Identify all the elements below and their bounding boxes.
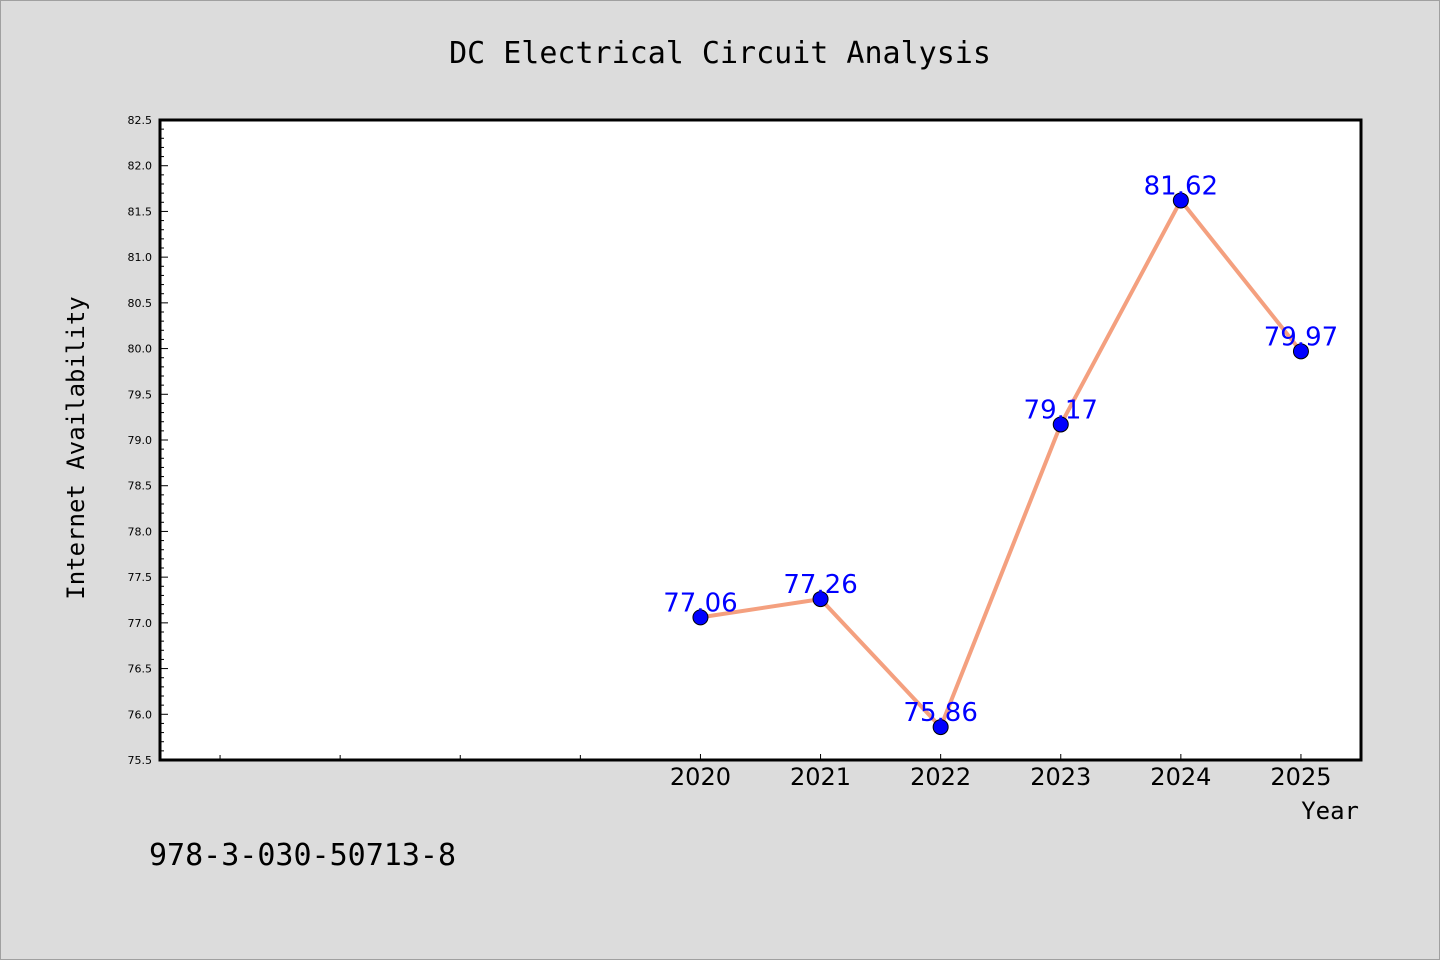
series-internet-availability — [692, 192, 1309, 736]
y-tick-label: 79.5 — [128, 388, 153, 401]
y-tick-label: 80.5 — [128, 297, 153, 310]
y-tick-label: 76.5 — [128, 663, 153, 676]
data-label: 77.06 — [663, 588, 737, 618]
plot-area — [158, 118, 1363, 762]
y-tick-label: 78.5 — [128, 480, 153, 493]
y-tick-label: 75.5 — [128, 754, 153, 767]
y-tick-label: 82.0 — [128, 160, 153, 173]
x-tick-label: 2021 — [790, 763, 851, 791]
y-tick-label: 76.0 — [128, 708, 153, 721]
y-axis-label: Internet Availability — [62, 296, 90, 599]
x-tick-label: 2025 — [1270, 763, 1331, 791]
x-axis: 2020 2021 2022 2023 2024 2025 — [219, 754, 1331, 791]
x-tick-label: 2024 — [1150, 763, 1211, 791]
y-tick-label: 81.0 — [128, 251, 153, 264]
data-label: 75.86 — [903, 698, 977, 728]
x-tick-label: 2022 — [910, 763, 971, 791]
data-label: 77.26 — [783, 570, 857, 600]
y-tick-label: 81.5 — [128, 205, 153, 218]
data-label: 79.17 — [1024, 395, 1098, 425]
data-label: 81.62 — [1144, 171, 1218, 201]
x-tick-label: 2020 — [670, 763, 731, 791]
data-point — [1292, 343, 1309, 360]
isbn-annotation: 978-3-030-50713-8 — [149, 838, 456, 873]
data-point — [692, 609, 709, 626]
data-point — [1172, 192, 1189, 209]
y-tick-label: 78.0 — [128, 525, 153, 538]
chart-title: DC Electrical Circuit Analysis — [449, 36, 991, 71]
x-tick-label: 2023 — [1030, 763, 1091, 791]
series-line — [700, 198, 1303, 730]
data-label: 79.97 — [1264, 322, 1338, 352]
y-tick-label: 77.0 — [128, 617, 153, 630]
y-axis: 75.5 76.0 76.5 77.0 77.5 78.0 78.5 79.0 79.5 80.0… — [128, 114, 168, 767]
data-point — [1052, 416, 1069, 433]
data-point — [812, 591, 829, 608]
y-tick-label: 82.5 — [128, 114, 153, 127]
data-point — [932, 719, 949, 736]
data-labels: 77.06 77.26 75.86 79.17 81.62 79.97 — [663, 171, 1338, 728]
y-tick-label: 79.0 — [128, 434, 153, 447]
y-tick-label: 80.0 — [128, 343, 153, 356]
y-tick-label: 77.5 — [128, 571, 153, 584]
x-axis-label: Year — [1301, 797, 1359, 825]
